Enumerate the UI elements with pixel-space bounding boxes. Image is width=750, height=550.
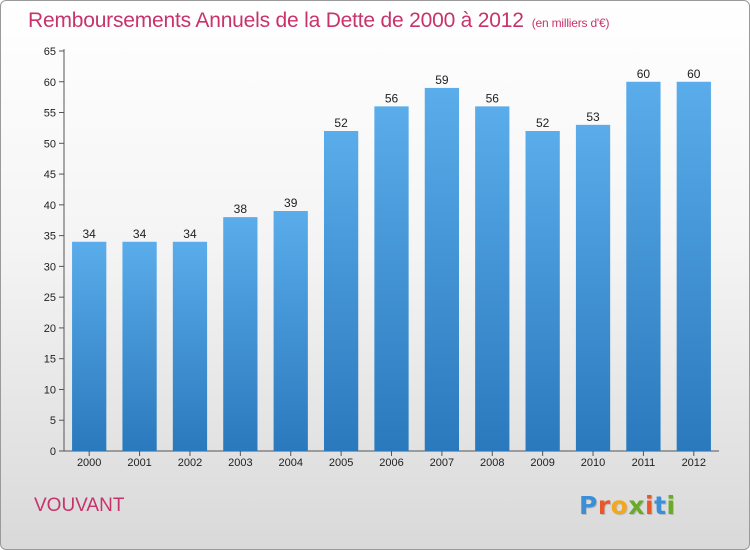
bars: 34 34 34 38 39 52 56 59 56 52 53 60 60	[72, 67, 711, 452]
x-axis: 2000 2001 2002 2003 2004 2005 2006 2007 2008 2009…	[64, 450, 719, 469]
bar-2005	[323, 131, 359, 451]
x-tick-label-2001: 2001	[127, 457, 151, 469]
bar-2008	[475, 106, 510, 451]
bar-2010	[575, 124, 611, 451]
data-label-2005: 52	[334, 116, 348, 130]
y-tick-label: 40	[44, 200, 56, 212]
y-tick-label: 35	[44, 231, 56, 243]
data-label-2010: 53	[586, 110, 600, 124]
y-tick-label: 30	[44, 261, 56, 273]
bar-2007	[424, 87, 460, 451]
x-tick-label-2004: 2004	[278, 457, 302, 469]
x-tick-label-2006: 2006	[379, 457, 403, 469]
x-tick-label-2003: 2003	[228, 457, 252, 469]
data-label-2012: 60	[687, 67, 701, 81]
y-tick-label: 10	[44, 384, 56, 396]
bar-2009	[525, 131, 560, 451]
data-label-2009: 52	[536, 116, 550, 130]
y-tick-label: 60	[44, 77, 56, 89]
x-tick-label-2002: 2002	[178, 457, 202, 469]
y-axis: 0 5 10 15 20 25 30 35 40 45 50 55 60 65	[44, 46, 65, 458]
data-label-2011: 60	[637, 67, 651, 81]
commune-name: VOUVANT	[34, 495, 125, 516]
x-tick-label-2007: 2007	[430, 457, 454, 469]
data-label-2000: 34	[83, 227, 97, 241]
x-tick-label-2005: 2005	[329, 457, 353, 469]
y-tick-label: 5	[50, 415, 56, 427]
logo-letter: x	[628, 491, 645, 520]
bar-2012	[676, 81, 711, 452]
x-tick-label-2000: 2000	[77, 457, 101, 469]
x-tick-label-2012: 2012	[682, 457, 706, 469]
logo-letter: i	[645, 491, 655, 520]
y-tick-label: 45	[44, 169, 56, 181]
y-tick-label: 0	[50, 446, 56, 458]
logo-letter: r	[597, 491, 611, 520]
y-tick-label: 20	[44, 323, 56, 335]
bar-2003	[223, 217, 258, 451]
data-label-2001: 34	[133, 227, 147, 241]
chart-title-text: Remboursements Annuels de la Dette de 20…	[28, 9, 524, 32]
y-tick-label: 65	[44, 46, 56, 58]
bar-2004	[273, 211, 308, 451]
bar-2002	[172, 241, 208, 451]
logo-letter: t	[654, 491, 667, 520]
bar-2011	[626, 81, 661, 452]
chart-subtitle: (en milliers d'€)	[531, 16, 610, 30]
y-tick-label: 50	[44, 138, 56, 150]
bar-2000	[72, 241, 107, 451]
y-tick-label: 15	[44, 354, 56, 366]
y-tick-label: 55	[44, 108, 56, 120]
data-label-2004: 39	[284, 196, 298, 210]
logo-letter: o	[610, 491, 629, 520]
x-tick-label-2008: 2008	[480, 457, 504, 469]
data-label-2008: 56	[486, 91, 500, 105]
x-tick-label-2011: 2011	[632, 457, 656, 469]
data-label-2006: 56	[385, 91, 399, 105]
x-tick-label-2010: 2010	[581, 457, 605, 469]
bar-2006	[374, 106, 409, 451]
data-label-2002: 34	[183, 227, 197, 241]
data-label-2007: 59	[435, 73, 449, 87]
logo-letter: i	[666, 491, 676, 520]
data-label-2003: 38	[234, 202, 248, 216]
x-tick-label-2009: 2009	[530, 457, 554, 469]
logo-letter: P	[579, 491, 598, 520]
bar-2001	[122, 241, 157, 451]
proxiti-logo[interactable]: Proxiti	[579, 491, 676, 520]
chart-title: Remboursements Annuels de la Dette de 20…	[28, 9, 609, 33]
y-tick-label: 25	[44, 292, 56, 304]
